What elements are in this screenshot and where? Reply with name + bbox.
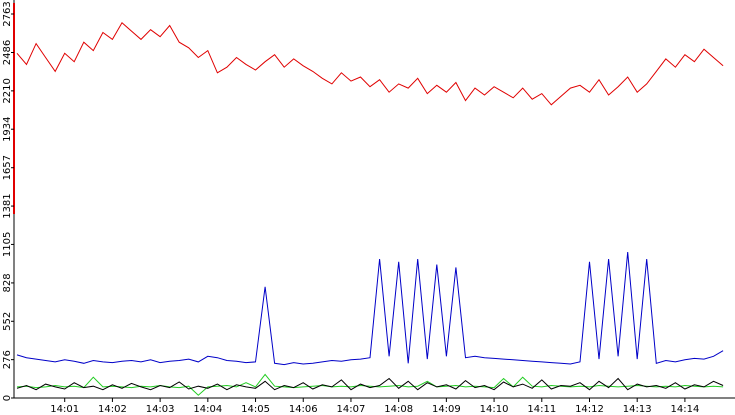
x-tick-label: 14:07 — [337, 404, 366, 415]
y-tick-label: 828 — [2, 273, 13, 292]
x-tick-label: 14:14 — [670, 404, 699, 415]
y-tick-label: 1105 — [2, 232, 13, 257]
x-tick-label: 14:09 — [432, 404, 461, 415]
x-tick-label: 14:08 — [384, 404, 413, 415]
series-line — [16, 22, 724, 106]
x-tick-label: 14:03 — [146, 404, 175, 415]
y-tick-label: 1657 — [2, 155, 13, 180]
y-tick-label: 276 — [2, 350, 13, 369]
x-tick-label: 14:05 — [241, 404, 270, 415]
x-tick-label: 14:01 — [50, 404, 79, 415]
y-tick-label: 1381 — [2, 193, 13, 218]
series-line — [16, 252, 724, 366]
x-tick-label: 14:02 — [98, 404, 127, 415]
y-tick-label: 2210 — [2, 78, 13, 103]
y-tick-label: 2763 — [2, 1, 13, 26]
y-tick-label: 2486 — [2, 40, 13, 65]
x-tick-label: 14:06 — [289, 404, 318, 415]
x-tick-label: 14:13 — [623, 404, 652, 415]
y-tick-label: 552 — [2, 312, 13, 331]
x-tick-label: 14:10 — [480, 404, 509, 415]
series-line — [16, 377, 724, 391]
y-tick-label: 1934 — [2, 116, 13, 141]
x-tick-label: 14:11 — [527, 404, 556, 415]
y-tick-label: 0 — [2, 395, 13, 401]
x-tick-label: 14:04 — [193, 404, 222, 415]
x-tick-label: 14:12 — [575, 404, 604, 415]
